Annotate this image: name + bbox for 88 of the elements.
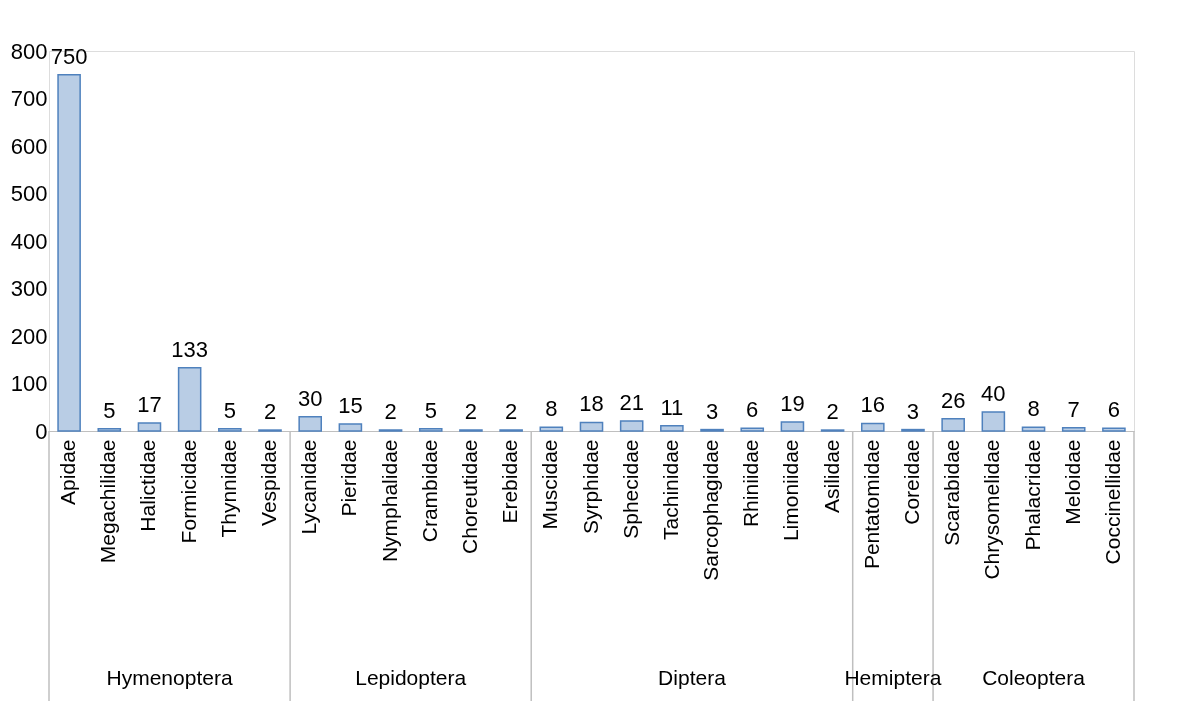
data-label: 21 [619, 390, 644, 416]
data-label: 5 [424, 397, 437, 423]
data-label: 3 [705, 398, 719, 424]
text: Coleoptera [982, 666, 1086, 689]
x-tick-label: Vespidae [257, 439, 281, 526]
x-tick-label: Pentatomidae [859, 439, 883, 570]
x-tick-label: Thynnidae [216, 439, 240, 538]
y-tick-label: 100 [10, 371, 48, 396]
x-tick-label: Apidae [56, 439, 80, 505]
x-tick-label: Megachilidae [96, 439, 120, 564]
y-tick-label: 400 [10, 228, 48, 254]
data-label: 8 [1027, 396, 1040, 422]
x-tick-label: Muscidae [538, 439, 562, 530]
data-label: 11 [660, 394, 684, 420]
bar [941, 417, 965, 432]
bar [780, 421, 805, 432]
x-tick-label: Meloidae [1060, 439, 1084, 525]
data-label: 5 [223, 397, 236, 423]
bar [660, 425, 684, 432]
text: Lepidoptera [355, 666, 467, 689]
data-label: 2 [384, 399, 397, 425]
x-tick-label: Rhiniidae [739, 439, 763, 528]
data-label: 30 [297, 385, 323, 411]
x-tick-label: Syrphidae [578, 439, 602, 535]
bar [539, 426, 564, 432]
x-tick-label: Pieridae [337, 439, 361, 517]
data-label: 6 [746, 397, 759, 423]
data-label: 40 [981, 381, 1006, 406]
text: Hymenoptera [106, 666, 233, 689]
bar [1021, 426, 1046, 432]
bar [137, 422, 162, 432]
x-tick-label: Sarcophagidae [699, 439, 723, 581]
y-tick-label: 300 [10, 276, 48, 301]
x-tick-label: Phalacridae [1020, 439, 1044, 551]
data-label: 133 [171, 336, 209, 362]
data-label: 18 [579, 391, 604, 417]
bar [97, 427, 122, 432]
bar [298, 416, 322, 432]
bar [177, 367, 202, 432]
x-tick-label: Nymphalidae [377, 439, 401, 563]
bar [218, 427, 242, 432]
x-tick-label: Lycanidae [297, 439, 321, 535]
bar [861, 422, 885, 432]
data-label: 17 [137, 391, 162, 417]
data-label: 6 [1107, 397, 1121, 423]
data-label: 8 [545, 396, 558, 422]
data-label: 2 [505, 399, 518, 425]
text: Diptera [658, 666, 727, 689]
x-tick-label: Formicidae [176, 439, 200, 544]
bar [1102, 427, 1126, 432]
x-tick-label: Tachinidae [658, 439, 682, 540]
data-label: 26 [940, 387, 966, 413]
x-tick-label: Coccinellidae [1100, 439, 1124, 565]
y-tick-label: 200 [10, 323, 48, 349]
data-label: 7 [1067, 396, 1080, 422]
x-tick-label: Limoniidae [779, 439, 803, 542]
data-label: 2 [263, 399, 277, 425]
text: Hemiptera [844, 666, 942, 689]
data-label: 2 [826, 399, 839, 425]
bar [418, 427, 443, 432]
data-label: 15 [338, 392, 363, 418]
bar [579, 421, 604, 432]
x-tick-label: Chrysomelidae [980, 439, 1004, 580]
x-tick-label: Coreidae [899, 439, 923, 525]
x-tick-label: Crambidae [417, 439, 441, 543]
y-tick-label: 600 [10, 133, 48, 159]
x-tick-label: Sphecidae [618, 439, 642, 539]
bar [1061, 426, 1086, 432]
data-label: 2 [464, 399, 478, 425]
y-tick-label: 0 [35, 418, 48, 444]
bar [740, 427, 765, 432]
y-tick-label: 800 [10, 38, 48, 64]
x-tick-label: Choreutidae [457, 439, 481, 554]
bar [619, 420, 644, 432]
data-label: 19 [780, 390, 805, 416]
bar [981, 411, 1006, 432]
data-label: 3 [906, 398, 920, 424]
data-label: 5 [103, 397, 116, 423]
x-tick-label: Halictidae [136, 439, 160, 532]
x-tick-label: Scarabidae [940, 439, 964, 546]
x-tick-label: Asilidae [819, 439, 843, 514]
data-label: 750 [50, 43, 88, 69]
bar [57, 74, 81, 432]
bar [338, 423, 363, 432]
data-label: 16 [860, 392, 886, 418]
x-tick-label: Erebidae [498, 439, 522, 524]
y-tick-label: 500 [10, 181, 48, 206]
y-tick-label: 700 [10, 86, 48, 111]
